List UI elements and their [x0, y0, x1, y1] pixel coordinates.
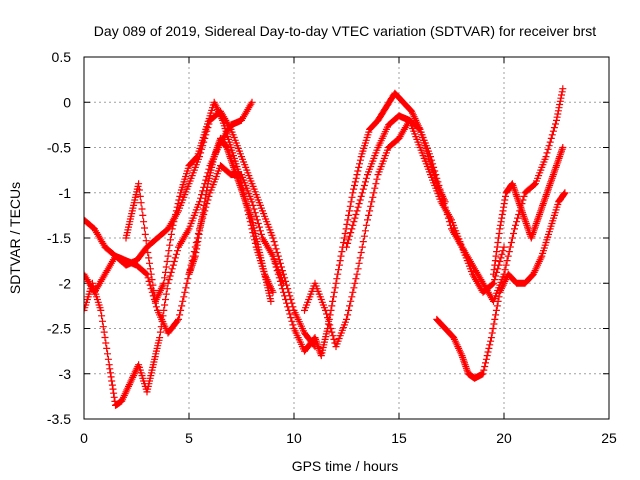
data-points — [84, 85, 569, 409]
x-tick-label: 0 — [80, 430, 88, 446]
y-tick-label: -2.5 — [47, 321, 71, 337]
x-tick-label: 15 — [391, 430, 407, 446]
series-satellite-track-j — [185, 134, 275, 305]
y-tick-label: -2 — [59, 275, 72, 291]
plot-frame — [83, 56, 610, 420]
y-tick-label: -3.5 — [47, 411, 71, 427]
x-tick-labels: 0 5 10 15 20 25 — [80, 430, 617, 446]
y-tick-label: 0 — [63, 94, 71, 110]
y-tick-label: -3 — [59, 366, 72, 382]
series-satellite-track-h — [433, 189, 569, 382]
x-tick-label: 5 — [185, 430, 193, 446]
y-tick-label: -1.5 — [47, 230, 71, 246]
x-tick-label: 25 — [601, 430, 617, 446]
series-satellite-track-i — [490, 144, 567, 278]
x-tick-label: 10 — [286, 430, 302, 446]
data-point-markers — [433, 189, 569, 382]
data-point-markers — [490, 144, 567, 278]
x-axis-label: GPS time / hours — [292, 458, 399, 474]
chart-title: Day 089 of 2019, Sidereal Day-to-day VTE… — [94, 23, 596, 39]
data-point-markers — [185, 134, 275, 305]
y-tick-label: -0.5 — [47, 140, 71, 156]
y-axis-label: SDTVAR / TECUs — [7, 182, 23, 294]
data-point-markers — [343, 85, 567, 305]
x-tick-label: 20 — [496, 430, 512, 446]
y-tick-label: -1 — [59, 185, 72, 201]
y-tick-labels: -3.5 -3 -2.5 -2 -1.5 -1 -0.5 0 0.5 — [47, 49, 71, 427]
series-satellite-track-g — [343, 85, 567, 305]
y-tick-label: 0.5 — [52, 49, 72, 65]
